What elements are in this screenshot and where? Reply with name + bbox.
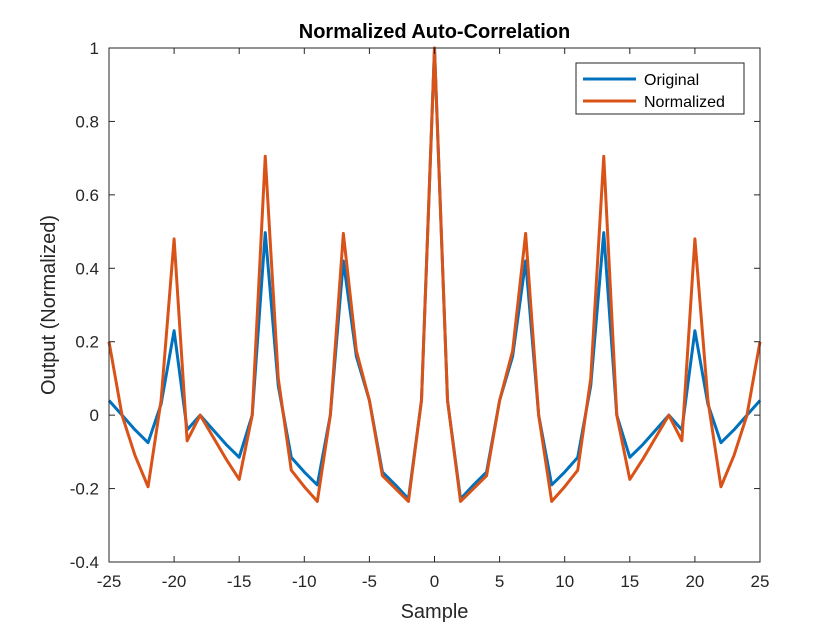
y-tick-label: 0.2 (75, 333, 99, 352)
x-tick-label: -20 (162, 572, 187, 591)
x-tick-label: 10 (555, 572, 574, 591)
y-tick-label: -0.4 (70, 553, 99, 572)
x-tick-label: 5 (495, 572, 504, 591)
x-tick-label: -10 (292, 572, 317, 591)
y-tick-label: 1 (90, 39, 99, 58)
x-ticks: -25 -20 -15 -10 -5 0 5 10 15 20 25 (97, 48, 770, 591)
legend-label-normalized: Normalized (644, 94, 725, 111)
x-tick-label: 15 (620, 572, 639, 591)
x-tick-label: -5 (362, 572, 377, 591)
x-tick-label: -15 (227, 572, 252, 591)
plot-background (109, 48, 760, 562)
y-ticks: -0.4 -0.2 0 0.2 0.4 0.6 0.8 1 (70, 39, 760, 572)
plot-area: -25 -20 -15 -10 -5 0 5 10 15 20 25 -0.4 -0.2 0 0.2 0.4… (70, 39, 770, 591)
x-tick-label: -25 (97, 572, 122, 591)
y-tick-label: 0.6 (75, 186, 99, 205)
legend: Original Normalized (575, 62, 745, 115)
y-tick-label: 0 (90, 406, 99, 425)
x-tick-label: 25 (751, 572, 770, 591)
y-axis-label: Output (Normalized) (38, 215, 60, 395)
chart-title: Normalized Auto-Correlation (299, 21, 571, 43)
y-tick-label: -0.2 (70, 480, 99, 499)
x-tick-label: 0 (430, 572, 439, 591)
y-tick-label: 0.4 (75, 259, 99, 278)
x-tick-label: 20 (685, 572, 704, 591)
legend-box (575, 62, 745, 115)
x-axis-label: Sample (401, 601, 469, 623)
legend-label-original: Original (644, 72, 699, 89)
y-tick-label: 0.8 (75, 112, 99, 131)
